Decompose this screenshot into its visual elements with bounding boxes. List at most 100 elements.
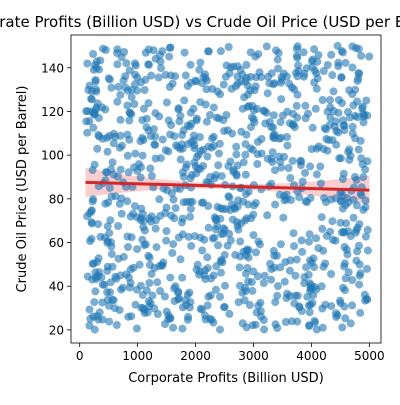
data-point bbox=[186, 204, 195, 213]
data-point bbox=[317, 213, 326, 222]
data-point bbox=[214, 161, 223, 170]
data-point bbox=[215, 139, 224, 148]
data-point bbox=[176, 155, 185, 164]
data-point bbox=[326, 113, 335, 122]
data-point bbox=[348, 122, 357, 131]
data-point bbox=[208, 134, 217, 143]
data-point bbox=[353, 97, 362, 106]
data-point bbox=[311, 104, 320, 113]
data-point bbox=[92, 85, 100, 94]
data-point bbox=[161, 320, 169, 329]
data-point bbox=[197, 198, 206, 207]
data-point bbox=[223, 126, 232, 135]
data-point bbox=[100, 233, 109, 242]
data-point bbox=[141, 240, 150, 249]
data-point bbox=[215, 149, 223, 158]
data-point bbox=[185, 288, 194, 297]
data-point bbox=[192, 153, 201, 161]
data-point bbox=[113, 45, 122, 54]
data-point bbox=[180, 96, 189, 105]
data-point bbox=[353, 247, 362, 256]
data-point bbox=[307, 258, 316, 267]
data-point bbox=[224, 43, 233, 51]
data-point bbox=[145, 260, 154, 269]
data-point bbox=[139, 136, 148, 144]
data-point bbox=[150, 140, 159, 149]
data-point bbox=[244, 246, 253, 255]
data-point bbox=[253, 160, 262, 168]
data-point bbox=[327, 270, 336, 278]
data-point bbox=[91, 268, 100, 277]
data-point bbox=[156, 211, 165, 220]
data-point bbox=[329, 87, 338, 96]
data-point bbox=[219, 116, 228, 125]
data-point bbox=[85, 305, 94, 314]
data-point bbox=[133, 86, 142, 95]
data-point bbox=[338, 323, 347, 332]
data-point bbox=[183, 82, 192, 90]
data-point bbox=[241, 170, 250, 179]
data-point bbox=[301, 168, 310, 177]
data-point bbox=[189, 131, 198, 140]
data-point bbox=[298, 177, 307, 186]
data-point bbox=[83, 128, 92, 137]
data-point bbox=[124, 168, 133, 177]
data-point bbox=[353, 113, 362, 122]
data-point bbox=[229, 167, 238, 176]
data-point bbox=[235, 263, 244, 272]
data-point bbox=[250, 201, 258, 210]
data-point bbox=[212, 262, 221, 271]
data-point bbox=[130, 100, 139, 108]
data-point bbox=[213, 222, 222, 230]
data-point bbox=[168, 79, 177, 88]
data-point bbox=[244, 253, 253, 262]
data-point bbox=[186, 122, 194, 131]
data-point bbox=[298, 247, 307, 256]
data-point bbox=[162, 227, 171, 236]
data-point bbox=[263, 89, 272, 98]
data-point bbox=[196, 233, 205, 242]
data-point bbox=[302, 263, 311, 272]
data-point bbox=[176, 111, 185, 120]
data-point bbox=[105, 183, 114, 192]
data-point bbox=[211, 171, 220, 180]
data-point bbox=[85, 117, 94, 126]
data-point bbox=[151, 224, 160, 233]
data-point bbox=[361, 296, 370, 305]
data-point bbox=[212, 113, 221, 122]
data-point bbox=[203, 264, 212, 273]
data-point bbox=[146, 164, 155, 173]
data-point bbox=[174, 105, 183, 114]
data-point bbox=[87, 218, 96, 227]
data-point bbox=[308, 299, 317, 307]
data-point bbox=[144, 297, 153, 306]
data-point bbox=[218, 205, 227, 213]
data-point bbox=[316, 162, 325, 171]
data-point bbox=[328, 71, 337, 80]
data-point bbox=[147, 269, 156, 278]
data-point bbox=[238, 104, 247, 113]
x-tick-label: 0 bbox=[76, 349, 84, 363]
data-point bbox=[293, 113, 302, 122]
data-point bbox=[327, 50, 336, 59]
data-point bbox=[317, 282, 326, 291]
data-point bbox=[274, 48, 283, 57]
data-point bbox=[363, 246, 372, 255]
data-point bbox=[122, 59, 131, 68]
data-point bbox=[276, 240, 285, 249]
data-point bbox=[150, 304, 159, 313]
data-point bbox=[251, 82, 260, 91]
data-point bbox=[249, 231, 258, 240]
data-point bbox=[343, 194, 352, 203]
data-point bbox=[196, 58, 205, 67]
data-point bbox=[356, 308, 365, 317]
data-point bbox=[171, 72, 180, 81]
x-tick-label: 3000 bbox=[238, 349, 269, 363]
data-point bbox=[312, 234, 321, 243]
data-point bbox=[216, 325, 224, 334]
data-point bbox=[341, 314, 350, 323]
data-point bbox=[155, 195, 164, 204]
x-tick-label: 5000 bbox=[354, 349, 385, 363]
data-point bbox=[201, 100, 210, 109]
data-point bbox=[121, 83, 130, 92]
